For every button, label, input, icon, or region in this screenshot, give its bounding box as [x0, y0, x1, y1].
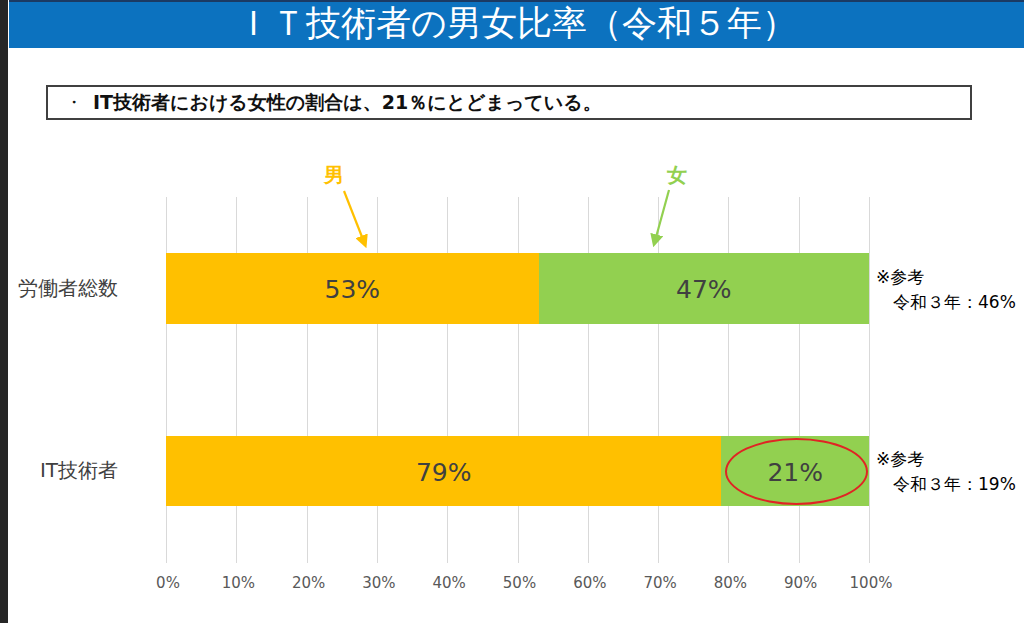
category-label: IT技術者	[0, 457, 118, 484]
reference-note-2: ※参考 令和３年：19%	[876, 447, 1016, 497]
summary-box: ・ IT技術者における女性の割合は、21％にとどまっている。	[46, 85, 972, 120]
reference-note-1-line1: ※参考	[876, 265, 1016, 290]
x-tick-label: 60%	[555, 574, 625, 592]
reference-note-2-line2: 令和３年：19%	[876, 472, 1016, 497]
x-tick-label: 70%	[625, 574, 695, 592]
title-bar: ＩＴ技術者の男女比率（令和５年）	[9, 0, 1024, 48]
slide: ＩＴ技術者の男女比率（令和５年） ・ IT技術者における女性の割合は、21％にと…	[0, 0, 1024, 631]
x-tick-label: 90%	[766, 574, 836, 592]
gridline	[518, 197, 519, 563]
reference-note-1: ※参考 令和３年：46%	[876, 265, 1016, 315]
gridline	[658, 197, 659, 563]
male-arrow	[344, 191, 364, 242]
x-tick-label: 40%	[414, 574, 484, 592]
gridline	[869, 197, 870, 563]
x-tick-label: 0%	[133, 574, 203, 592]
gridline	[728, 197, 729, 563]
page-title: ＩＴ技術者の男女比率（令和５年）	[236, 0, 797, 47]
male-series-label: 男	[324, 162, 344, 189]
gridline	[799, 197, 800, 563]
reference-note-1-line2: 令和３年：46%	[876, 290, 1016, 315]
bullet-marker: ・	[67, 94, 81, 112]
female-series-label: 女	[667, 162, 687, 189]
gridline	[447, 197, 448, 563]
gridline	[166, 197, 167, 563]
gridline	[236, 197, 237, 563]
bar-row: 53%47%	[166, 253, 869, 324]
gridline	[307, 197, 308, 563]
x-tick-label: 10%	[203, 574, 273, 592]
bar-segment-male: 79%	[166, 436, 721, 506]
x-tick-label: 100%	[836, 574, 906, 592]
bar-segment-female: 47%	[539, 253, 869, 324]
category-label: 労働者総数	[0, 275, 118, 302]
x-tick-label: 50%	[485, 574, 555, 592]
x-tick-label: 80%	[695, 574, 765, 592]
bar-segment-male: 53%	[166, 253, 539, 324]
left-edge-strip	[0, 0, 8, 623]
x-tick-label: 20%	[274, 574, 344, 592]
gridline	[377, 197, 378, 563]
x-tick-label: 30%	[344, 574, 414, 592]
summary-text: IT技術者における女性の割合は、21％にとどまっている。	[93, 90, 602, 116]
highlight-ellipse	[725, 438, 868, 505]
reference-note-2-line1: ※参考	[876, 447, 1016, 472]
gridline	[588, 197, 589, 563]
female-arrow	[655, 190, 669, 241]
